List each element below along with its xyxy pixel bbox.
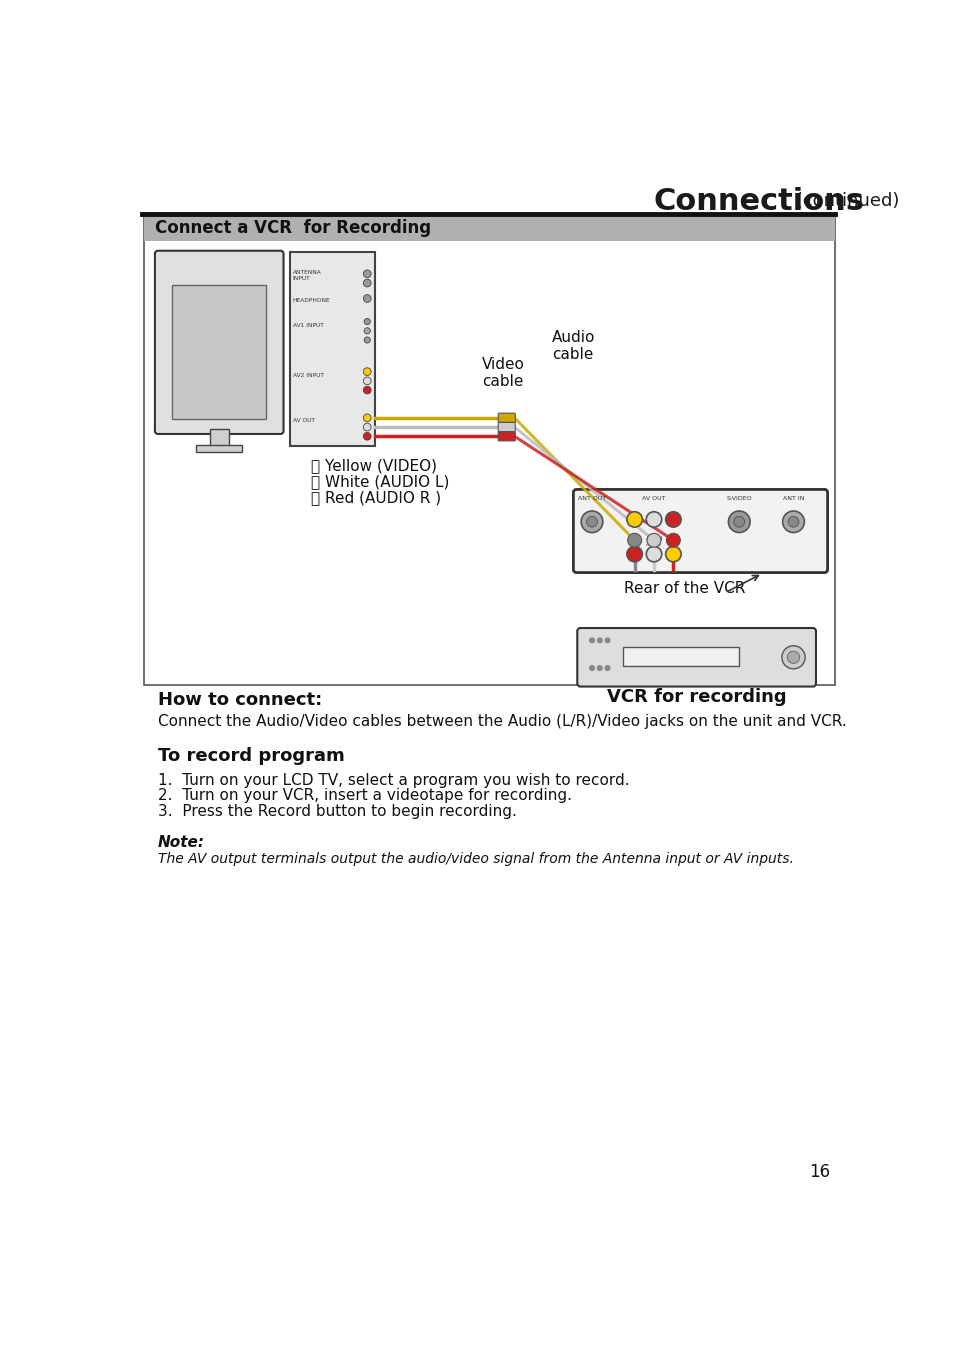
Circle shape (646, 534, 660, 547)
Text: Rear of the VCR: Rear of the VCR (623, 581, 745, 596)
Circle shape (363, 295, 371, 303)
Circle shape (626, 511, 641, 527)
Text: 3.  Press the Record button to begin recording.: 3. Press the Record button to begin reco… (158, 804, 517, 819)
Text: 2.  Turn on your VCR, insert a videotape for recording.: 2. Turn on your VCR, insert a videotape … (158, 788, 572, 803)
Circle shape (781, 511, 803, 533)
Circle shape (627, 534, 641, 547)
Circle shape (363, 377, 371, 385)
Text: ANTENNA
INPUT: ANTENNA INPUT (293, 270, 321, 281)
Circle shape (728, 511, 749, 533)
Text: VCR for recording: VCR for recording (606, 689, 785, 706)
Circle shape (645, 511, 661, 527)
Circle shape (580, 511, 602, 533)
Circle shape (363, 433, 371, 440)
FancyBboxPatch shape (573, 490, 827, 573)
Text: ⓧ Red (AUDIO R ): ⓧ Red (AUDIO R ) (311, 491, 441, 506)
FancyBboxPatch shape (172, 285, 266, 420)
Circle shape (665, 546, 680, 562)
Text: AV OUT: AV OUT (293, 417, 314, 422)
Circle shape (364, 328, 370, 334)
Text: To record program: To record program (158, 746, 344, 765)
Circle shape (787, 516, 798, 527)
Circle shape (665, 511, 680, 527)
FancyBboxPatch shape (497, 422, 515, 432)
Circle shape (364, 338, 370, 343)
Text: (continued): (continued) (789, 192, 898, 210)
Circle shape (363, 386, 371, 394)
FancyBboxPatch shape (622, 647, 739, 666)
Circle shape (733, 516, 744, 527)
Circle shape (597, 638, 601, 643)
Text: 1.  Turn on your LCD TV, select a program you wish to record.: 1. Turn on your LCD TV, select a program… (158, 773, 629, 788)
Text: ⓦ White (AUDIO L): ⓦ White (AUDIO L) (311, 475, 450, 490)
Text: HEADPHONE: HEADPHONE (293, 297, 331, 303)
Circle shape (586, 516, 597, 527)
FancyBboxPatch shape (497, 413, 515, 422)
Circle shape (666, 534, 679, 547)
Text: ANT IN: ANT IN (781, 496, 803, 502)
Circle shape (604, 638, 609, 643)
FancyBboxPatch shape (195, 445, 242, 452)
Text: Connect a VCR  for Recording: Connect a VCR for Recording (154, 219, 431, 237)
Text: S-VIDEO: S-VIDEO (725, 496, 751, 502)
Text: Note:: Note: (158, 835, 205, 850)
Circle shape (363, 280, 371, 286)
Text: AV IN: AV IN (645, 537, 661, 541)
Circle shape (589, 638, 594, 643)
Circle shape (364, 319, 370, 324)
FancyBboxPatch shape (154, 250, 283, 434)
FancyBboxPatch shape (210, 429, 229, 447)
Text: ANT OUT: ANT OUT (578, 496, 605, 502)
Circle shape (363, 270, 371, 277)
Circle shape (786, 651, 799, 663)
Circle shape (589, 666, 594, 670)
Circle shape (363, 414, 371, 422)
Text: Audio
cable: Audio cable (551, 330, 595, 362)
FancyBboxPatch shape (497, 432, 515, 441)
FancyBboxPatch shape (577, 628, 815, 686)
Text: The AV output terminals output the audio/video signal from the Antenna input or : The AV output terminals output the audio… (158, 851, 793, 866)
Text: Connections: Connections (654, 187, 864, 217)
Circle shape (781, 646, 804, 668)
Text: AUDIO: AUDIO (645, 542, 661, 547)
FancyBboxPatch shape (144, 217, 835, 685)
Circle shape (363, 367, 371, 375)
Text: ⓨ Yellow (VIDEO): ⓨ Yellow (VIDEO) (311, 459, 437, 473)
FancyBboxPatch shape (144, 217, 835, 241)
Text: Connect the Audio/Video cables between the Audio (L/R)/Video jacks on the unit a: Connect the Audio/Video cables between t… (158, 714, 846, 729)
Text: AV OUT: AV OUT (641, 496, 665, 502)
Circle shape (597, 666, 601, 670)
Text: AV2 INPUT: AV2 INPUT (293, 373, 323, 378)
Circle shape (363, 424, 371, 430)
FancyBboxPatch shape (290, 253, 375, 447)
Text: How to connect:: How to connect: (158, 691, 322, 709)
Text: 16: 16 (809, 1162, 830, 1181)
Circle shape (626, 546, 641, 562)
Text: Video
cable: Video cable (481, 356, 524, 389)
Circle shape (645, 546, 661, 562)
Text: AV1 INPUT: AV1 INPUT (293, 323, 323, 328)
Circle shape (604, 666, 609, 670)
